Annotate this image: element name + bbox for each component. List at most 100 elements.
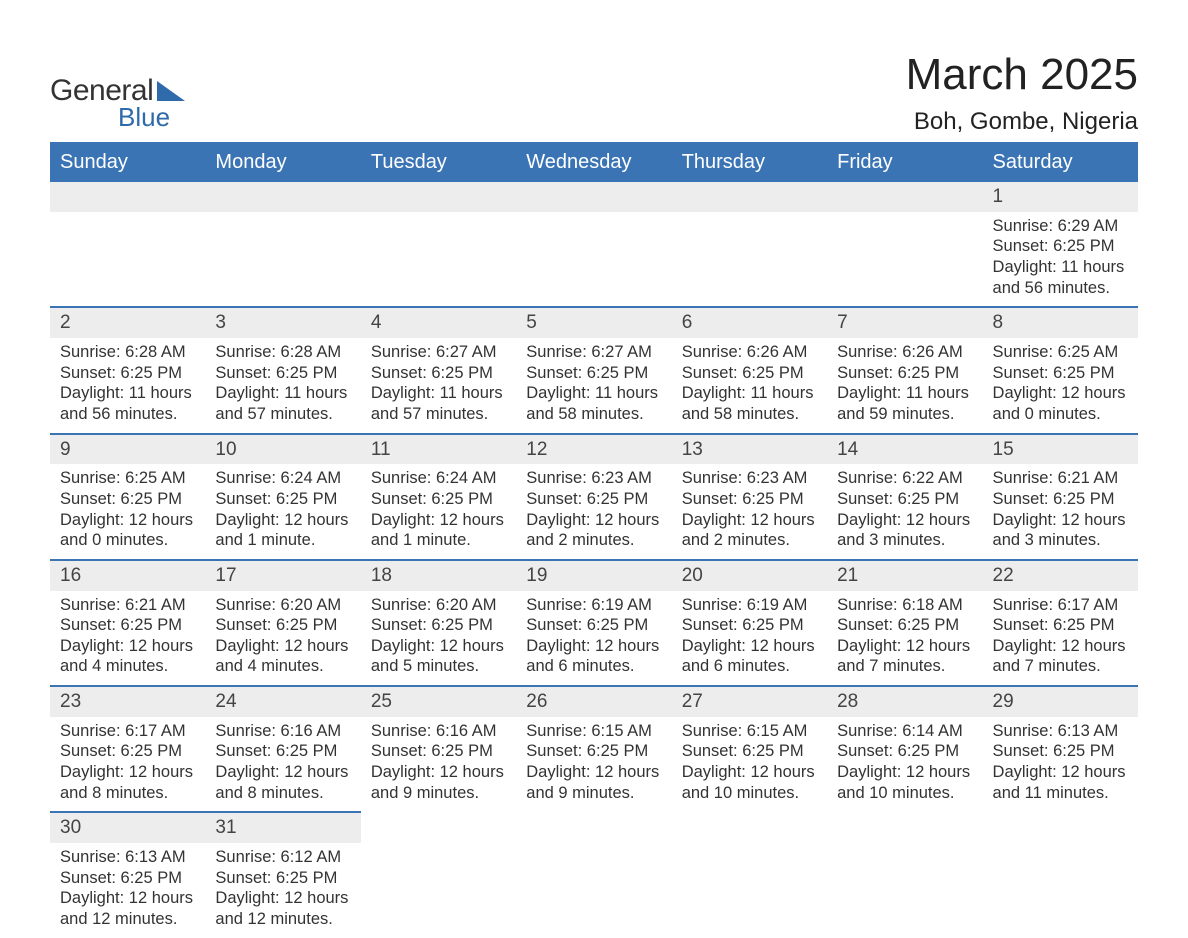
daynum-cell: 22 <box>983 560 1138 591</box>
page-subtitle: Boh, Gombe, Nigeria <box>906 108 1138 136</box>
daylight-text: Daylight: 12 hours and 10 minutes. <box>837 762 972 803</box>
detail-cell: Sunrise: 6:21 AMSunset: 6:25 PMDaylight:… <box>50 591 205 687</box>
sunset-text: Sunset: 6:25 PM <box>993 489 1128 510</box>
week-3-daynum-row: 16171819202122 <box>50 560 1138 591</box>
week-4-detail-row: Sunrise: 6:17 AMSunset: 6:25 PMDaylight:… <box>50 717 1138 813</box>
calendar-header-thursday: Thursday <box>672 144 827 182</box>
sunset-text: Sunset: 6:25 PM <box>215 615 350 636</box>
daylight-text: Daylight: 12 hours and 8 minutes. <box>215 762 350 803</box>
daylight-text: Daylight: 11 hours and 57 minutes. <box>215 383 350 424</box>
calendar-header-sunday: Sunday <box>50 144 205 182</box>
sunset-text: Sunset: 6:25 PM <box>837 489 972 510</box>
sunset-text: Sunset: 6:25 PM <box>215 489 350 510</box>
daylight-text: Daylight: 12 hours and 2 minutes. <box>526 510 661 551</box>
detail-cell: Sunrise: 6:29 AMSunset: 6:25 PMDaylight:… <box>983 212 1138 308</box>
calendar-header-monday: Monday <box>205 144 360 182</box>
sunrise-text: Sunrise: 6:25 AM <box>60 468 195 489</box>
daynum-cell: 9 <box>50 434 205 465</box>
daynum-cell: 17 <box>205 560 360 591</box>
daynum-cell: 15 <box>983 434 1138 465</box>
daylight-text: Daylight: 11 hours and 59 minutes. <box>837 383 972 424</box>
sunrise-text: Sunrise: 6:13 AM <box>60 847 195 868</box>
sunrise-text: Sunrise: 6:27 AM <box>526 342 661 363</box>
daylight-text: Daylight: 12 hours and 0 minutes. <box>60 510 195 551</box>
detail-cell <box>672 843 827 938</box>
detail-cell: Sunrise: 6:19 AMSunset: 6:25 PMDaylight:… <box>516 591 671 687</box>
daylight-text: Daylight: 11 hours and 57 minutes. <box>371 383 506 424</box>
sunset-text: Sunset: 6:25 PM <box>526 741 661 762</box>
detail-cell: Sunrise: 6:13 AMSunset: 6:25 PMDaylight:… <box>50 843 205 938</box>
sunset-text: Sunset: 6:25 PM <box>60 741 195 762</box>
daynum-cell: 23 <box>50 686 205 717</box>
sunrise-text: Sunrise: 6:23 AM <box>682 468 817 489</box>
sunrise-text: Sunrise: 6:17 AM <box>993 595 1128 616</box>
sunset-text: Sunset: 6:25 PM <box>215 868 350 889</box>
sunrise-text: Sunrise: 6:18 AM <box>837 595 972 616</box>
daynum-cell: 30 <box>50 812 205 843</box>
week-2-daynum-row: 9101112131415 <box>50 434 1138 465</box>
detail-cell: Sunrise: 6:15 AMSunset: 6:25 PMDaylight:… <box>516 717 671 813</box>
sunrise-text: Sunrise: 6:17 AM <box>60 721 195 742</box>
detail-cell: Sunrise: 6:25 AMSunset: 6:25 PMDaylight:… <box>50 464 205 560</box>
detail-cell <box>516 843 671 938</box>
detail-cell <box>361 212 516 308</box>
daynum-cell: 20 <box>672 560 827 591</box>
detail-cell: Sunrise: 6:25 AMSunset: 6:25 PMDaylight:… <box>983 338 1138 434</box>
sunset-text: Sunset: 6:25 PM <box>837 615 972 636</box>
sunrise-text: Sunrise: 6:19 AM <box>526 595 661 616</box>
daynum-cell: 11 <box>361 434 516 465</box>
sunrise-text: Sunrise: 6:27 AM <box>371 342 506 363</box>
detail-cell <box>50 212 205 308</box>
week-1-detail-row: Sunrise: 6:28 AMSunset: 6:25 PMDaylight:… <box>50 338 1138 434</box>
daynum-cell: 24 <box>205 686 360 717</box>
detail-cell: Sunrise: 6:26 AMSunset: 6:25 PMDaylight:… <box>672 338 827 434</box>
daylight-text: Daylight: 12 hours and 3 minutes. <box>837 510 972 551</box>
sunset-text: Sunset: 6:25 PM <box>60 363 195 384</box>
daynum-cell: 3 <box>205 307 360 338</box>
detail-cell: Sunrise: 6:20 AMSunset: 6:25 PMDaylight:… <box>361 591 516 687</box>
sunrise-text: Sunrise: 6:21 AM <box>993 468 1128 489</box>
sunrise-text: Sunrise: 6:14 AM <box>837 721 972 742</box>
daynum-cell: 12 <box>516 434 671 465</box>
daynum-cell: 19 <box>516 560 671 591</box>
sunset-text: Sunset: 6:25 PM <box>682 489 817 510</box>
daylight-text: Daylight: 12 hours and 8 minutes. <box>60 762 195 803</box>
daynum-cell: 8 <box>983 307 1138 338</box>
sunrise-text: Sunrise: 6:19 AM <box>682 595 817 616</box>
calendar-header-row: SundayMondayTuesdayWednesdayThursdayFrid… <box>50 144 1138 182</box>
daylight-text: Daylight: 11 hours and 56 minutes. <box>60 383 195 424</box>
sunset-text: Sunset: 6:25 PM <box>60 615 195 636</box>
daylight-text: Daylight: 12 hours and 1 minute. <box>215 510 350 551</box>
detail-cell: Sunrise: 6:19 AMSunset: 6:25 PMDaylight:… <box>672 591 827 687</box>
sunrise-text: Sunrise: 6:16 AM <box>371 721 506 742</box>
detail-cell: Sunrise: 6:21 AMSunset: 6:25 PMDaylight:… <box>983 464 1138 560</box>
sunset-text: Sunset: 6:25 PM <box>682 615 817 636</box>
daynum-cell: 6 <box>672 307 827 338</box>
daynum-cell: 14 <box>827 434 982 465</box>
sunset-text: Sunset: 6:25 PM <box>837 363 972 384</box>
detail-cell: Sunrise: 6:18 AMSunset: 6:25 PMDaylight:… <box>827 591 982 687</box>
detail-cell <box>205 212 360 308</box>
sunrise-text: Sunrise: 6:24 AM <box>371 468 506 489</box>
week-1-daynum-row: 2345678 <box>50 307 1138 338</box>
week-0-detail-row: Sunrise: 6:29 AMSunset: 6:25 PMDaylight:… <box>50 212 1138 308</box>
sunset-text: Sunset: 6:25 PM <box>371 363 506 384</box>
sunrise-text: Sunrise: 6:20 AM <box>371 595 506 616</box>
sunrise-text: Sunrise: 6:28 AM <box>60 342 195 363</box>
detail-cell: Sunrise: 6:28 AMSunset: 6:25 PMDaylight:… <box>205 338 360 434</box>
daynum-cell: 21 <box>827 560 982 591</box>
daynum-cell <box>205 181 360 212</box>
daylight-text: Daylight: 12 hours and 6 minutes. <box>682 636 817 677</box>
week-3-detail-row: Sunrise: 6:21 AMSunset: 6:25 PMDaylight:… <box>50 591 1138 687</box>
sunset-text: Sunset: 6:25 PM <box>60 868 195 889</box>
sunrise-text: Sunrise: 6:20 AM <box>215 595 350 616</box>
daynum-cell: 28 <box>827 686 982 717</box>
calendar-header-saturday: Saturday <box>983 144 1138 182</box>
week-4-daynum-row: 23242526272829 <box>50 686 1138 717</box>
title-block: March 2025 Boh, Gombe, Nigeria <box>906 50 1138 136</box>
detail-cell: Sunrise: 6:16 AMSunset: 6:25 PMDaylight:… <box>361 717 516 813</box>
daylight-text: Daylight: 12 hours and 7 minutes. <box>993 636 1128 677</box>
sunrise-text: Sunrise: 6:22 AM <box>837 468 972 489</box>
detail-cell: Sunrise: 6:14 AMSunset: 6:25 PMDaylight:… <box>827 717 982 813</box>
daylight-text: Daylight: 12 hours and 1 minute. <box>371 510 506 551</box>
